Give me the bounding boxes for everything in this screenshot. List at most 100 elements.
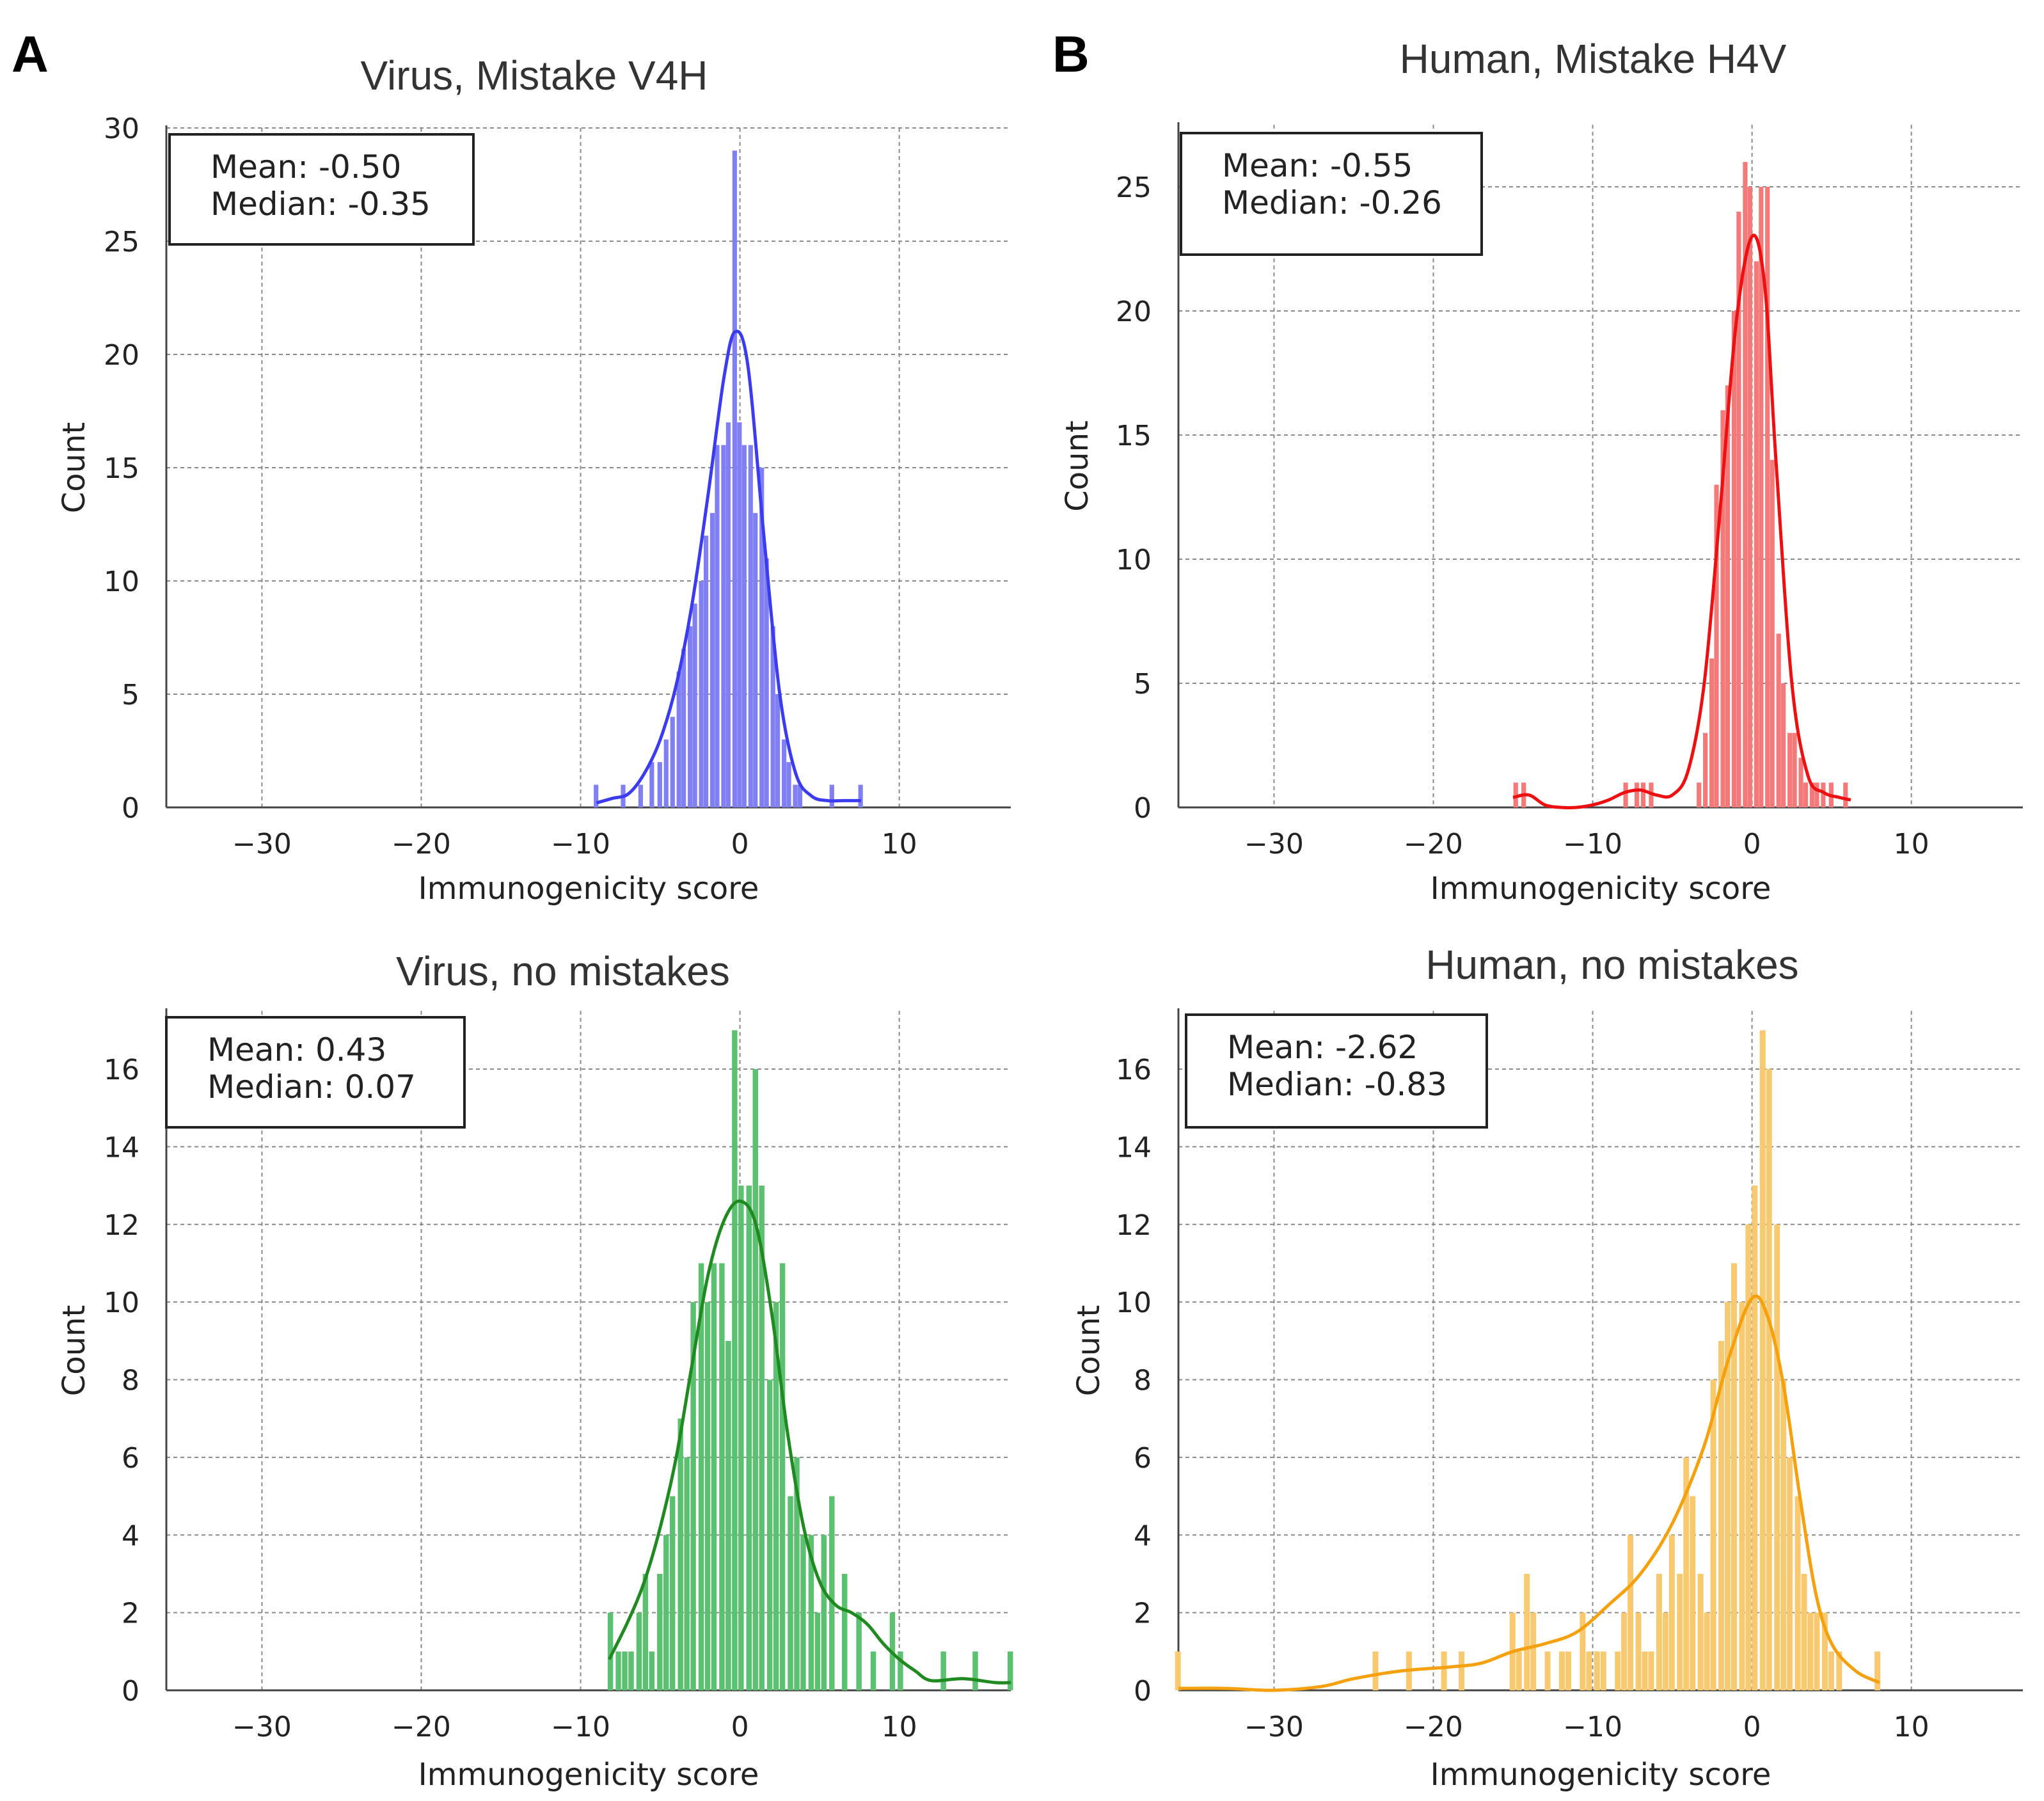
histogram-bar xyxy=(690,1302,696,1690)
x-tick-label: 0 xyxy=(1743,1711,1761,1743)
histogram-bar xyxy=(663,739,669,807)
histogram-bar xyxy=(670,717,675,807)
histogram-bar xyxy=(1745,1224,1752,1690)
histogram-bar xyxy=(870,1651,876,1690)
x-tick-label: −10 xyxy=(1563,828,1622,861)
y-axis-label: Count xyxy=(1071,1305,1107,1397)
histogram-bar xyxy=(1787,733,1793,807)
y-tick-label: 20 xyxy=(1116,296,1152,328)
histogram-bar xyxy=(1709,658,1715,807)
histogram-bar xyxy=(1731,1263,1737,1690)
x-tick-label: −10 xyxy=(551,1711,610,1743)
histogram-bar xyxy=(1770,459,1775,807)
histogram-bar xyxy=(732,1030,738,1690)
y-tick-label: 8 xyxy=(122,1365,139,1397)
histogram-bar xyxy=(670,1496,676,1690)
histogram-bar xyxy=(829,784,834,807)
histogram-bar xyxy=(1718,1340,1725,1690)
histogram-bar xyxy=(766,1379,773,1690)
histogram-bar xyxy=(1780,1379,1787,1690)
stats-box xyxy=(168,133,475,246)
histogram-bar xyxy=(759,1186,765,1690)
histogram-bar xyxy=(1736,211,1741,807)
histogram-bar xyxy=(1703,733,1708,807)
histogram-bar xyxy=(1731,311,1737,807)
histogram-bar xyxy=(642,1573,649,1690)
histogram-bar xyxy=(1843,782,1848,807)
histogram-bar xyxy=(1836,1651,1842,1690)
histogram-bar xyxy=(1739,1302,1745,1690)
kde-curve xyxy=(1512,234,1851,809)
y-tick-label: 0 xyxy=(1134,1675,1152,1708)
x-tick-label: −10 xyxy=(551,828,610,861)
chart-title: Virus, Mistake V4H xyxy=(361,52,708,99)
panel-letter-b: B xyxy=(1052,26,1089,83)
histogram-bar xyxy=(1565,1651,1571,1690)
y-axis-label: Count xyxy=(56,422,92,514)
histogram-bar xyxy=(1725,1302,1731,1690)
histogram-bar xyxy=(1766,1069,1772,1690)
histogram-bar xyxy=(622,1651,628,1690)
stat-mean: Mean: -0.55 xyxy=(1222,147,1413,184)
histogram-bar xyxy=(1558,1651,1565,1690)
histogram-bar xyxy=(829,1496,835,1690)
histogram-bar xyxy=(746,1186,752,1690)
x-tick-label: −30 xyxy=(1244,1711,1304,1743)
histogram-bar xyxy=(1792,733,1797,807)
histogram-bar xyxy=(1759,187,1764,807)
stat-mean: Mean: -0.50 xyxy=(210,148,401,186)
histogram-bar xyxy=(1765,187,1770,807)
histogram-bar xyxy=(663,1535,669,1690)
y-tick-label: 2 xyxy=(122,1598,139,1630)
histogram-bar xyxy=(737,422,742,807)
x-tick-label: −30 xyxy=(1244,828,1304,861)
histogram-bar xyxy=(615,1651,621,1690)
histogram-bar xyxy=(676,671,681,807)
histogram-bar xyxy=(681,649,686,807)
histogram-bar xyxy=(781,739,787,807)
chart-panel-1: −30 −20 −10 0 10 0 5 10 15 20 25 Immunogenicity sco… xyxy=(1059,36,2023,907)
histogram-bar xyxy=(788,1496,793,1690)
y-tick-label: 5 xyxy=(122,679,139,711)
y-tick-label: 16 xyxy=(104,1054,139,1086)
histogram-bar xyxy=(732,150,737,807)
x-axis-label: Immunogenicity score xyxy=(418,1757,759,1793)
histogram-bar xyxy=(753,512,758,807)
histogram-bar xyxy=(808,1535,814,1690)
x-tick-label: −20 xyxy=(1404,1711,1463,1743)
histogram-bar xyxy=(1372,1651,1379,1690)
histogram-bar xyxy=(1628,1535,1634,1690)
histogram-bar xyxy=(636,1612,642,1690)
histogram-bar xyxy=(725,422,731,807)
histogram-bar xyxy=(842,1573,848,1690)
histogram-bar xyxy=(699,581,704,807)
histogram-bar xyxy=(1776,633,1781,807)
histogram-bar xyxy=(725,1340,731,1690)
y-tick-label: 6 xyxy=(1134,1442,1152,1475)
histogram-bar xyxy=(1801,1573,1807,1690)
y-tick-label: 30 xyxy=(104,113,139,145)
chart-title: Human, no mistakes xyxy=(1425,942,1798,988)
histogram-bar xyxy=(628,1651,634,1690)
histogram-bar xyxy=(1821,1612,1828,1690)
histogram-bar xyxy=(1807,1612,1814,1690)
histogram-bar xyxy=(692,603,697,807)
histogram-bar xyxy=(1781,683,1786,807)
histogram-bar xyxy=(1621,1612,1628,1690)
x-tick-label: −20 xyxy=(392,828,451,861)
y-tick-label: 8 xyxy=(1134,1365,1152,1397)
y-tick-label: 5 xyxy=(1134,668,1152,701)
stat-median: Median: 0.07 xyxy=(207,1068,416,1106)
y-tick-label: 10 xyxy=(1116,1287,1152,1319)
histogram-bar xyxy=(1714,484,1719,807)
x-tick-label: −10 xyxy=(1563,1711,1622,1743)
histogram-bar xyxy=(972,1651,978,1690)
histogram-bar xyxy=(1787,1457,1793,1690)
stat-mean: Mean: -2.62 xyxy=(1227,1029,1418,1066)
histogram-bar xyxy=(797,784,803,807)
y-tick-label: 4 xyxy=(122,1519,139,1552)
histogram-bar xyxy=(856,1612,862,1690)
histogram-bar xyxy=(738,1186,744,1690)
y-tick-label: 16 xyxy=(1116,1054,1152,1086)
